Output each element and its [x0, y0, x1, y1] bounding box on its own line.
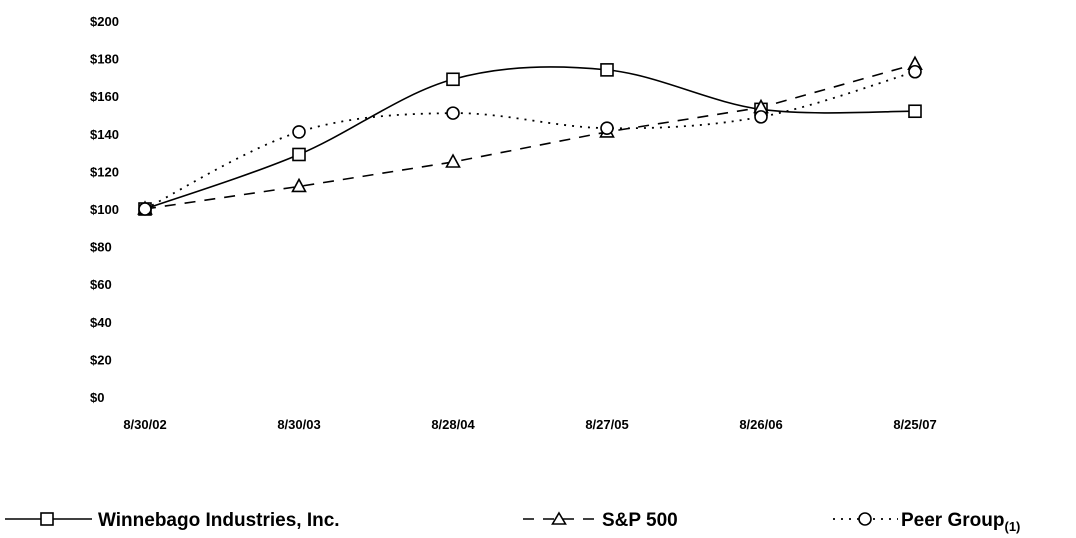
- square-marker: [292, 147, 306, 162]
- svg-text:Peer Group(1): Peer Group(1): [901, 510, 1020, 534]
- legend-label-peer-group-subscript: (1): [1004, 519, 1020, 534]
- y-tick-label: $100: [90, 202, 119, 217]
- series-line-2: [144, 70, 916, 210]
- circle-marker: [446, 106, 460, 120]
- y-tick-label: $0: [90, 390, 104, 405]
- legend-item-winnebago: Winnebago Industries, Inc.: [5, 510, 340, 531]
- x-tick-label: 8/30/03: [277, 417, 320, 432]
- legend-label-peer-group: Peer Group: [901, 510, 1004, 531]
- y-tick-label: $20: [90, 352, 112, 367]
- triangle-marker: [445, 153, 461, 168]
- y-tick-label: $40: [90, 315, 112, 330]
- legend-label-winnebago: Winnebago Industries, Inc.: [98, 510, 340, 531]
- circle-marker: [754, 110, 768, 124]
- legend-label-sp500: S&P 500: [602, 510, 678, 531]
- legend: Winnebago Industries, Inc. S&P 500 Peer …: [5, 510, 1020, 534]
- series-markers: [137, 55, 923, 216]
- x-tick-label: 8/30/02: [123, 417, 166, 432]
- y-tick-label: $60: [90, 277, 112, 292]
- square-marker-icon: [40, 512, 54, 526]
- x-tick-label: 8/26/06: [739, 417, 782, 432]
- y-tick-label: $160: [90, 89, 119, 104]
- x-tick-label: 8/28/04: [431, 417, 475, 432]
- circle-marker: [908, 64, 922, 79]
- triangle-marker: [291, 177, 307, 193]
- y-tick-label: $140: [90, 127, 119, 142]
- square-marker: [446, 72, 460, 87]
- triangle-marker-icon: [551, 511, 567, 525]
- circle-marker-icon: [858, 512, 872, 526]
- circle-marker: [138, 202, 152, 216]
- legend-item-peer-group: Peer Group(1): [833, 510, 1020, 534]
- x-axis: 8/30/02 8/30/03 8/28/04 8/27/05 8/26/06 8/25/…: [123, 417, 936, 432]
- series-line-0: [144, 66, 916, 210]
- square-marker: [600, 63, 614, 77]
- circle-marker: [292, 125, 306, 139]
- square-marker: [908, 104, 922, 119]
- series-line-1: [144, 63, 916, 210]
- y-tick-label: $120: [90, 164, 119, 179]
- legend-item-sp500: S&P 500: [523, 510, 678, 531]
- y-tick-label: $200: [90, 14, 119, 29]
- y-axis: $0 $20 $40 $60 $80 $100 $120 $140 $160 $180 $200: [90, 14, 119, 405]
- x-tick-label: 8/27/05: [585, 417, 628, 432]
- y-tick-label: $180: [90, 52, 119, 67]
- series-lines: [144, 63, 916, 210]
- y-tick-label: $80: [90, 240, 112, 255]
- x-tick-label: 8/25/07: [893, 417, 936, 432]
- circle-marker: [600, 121, 614, 135]
